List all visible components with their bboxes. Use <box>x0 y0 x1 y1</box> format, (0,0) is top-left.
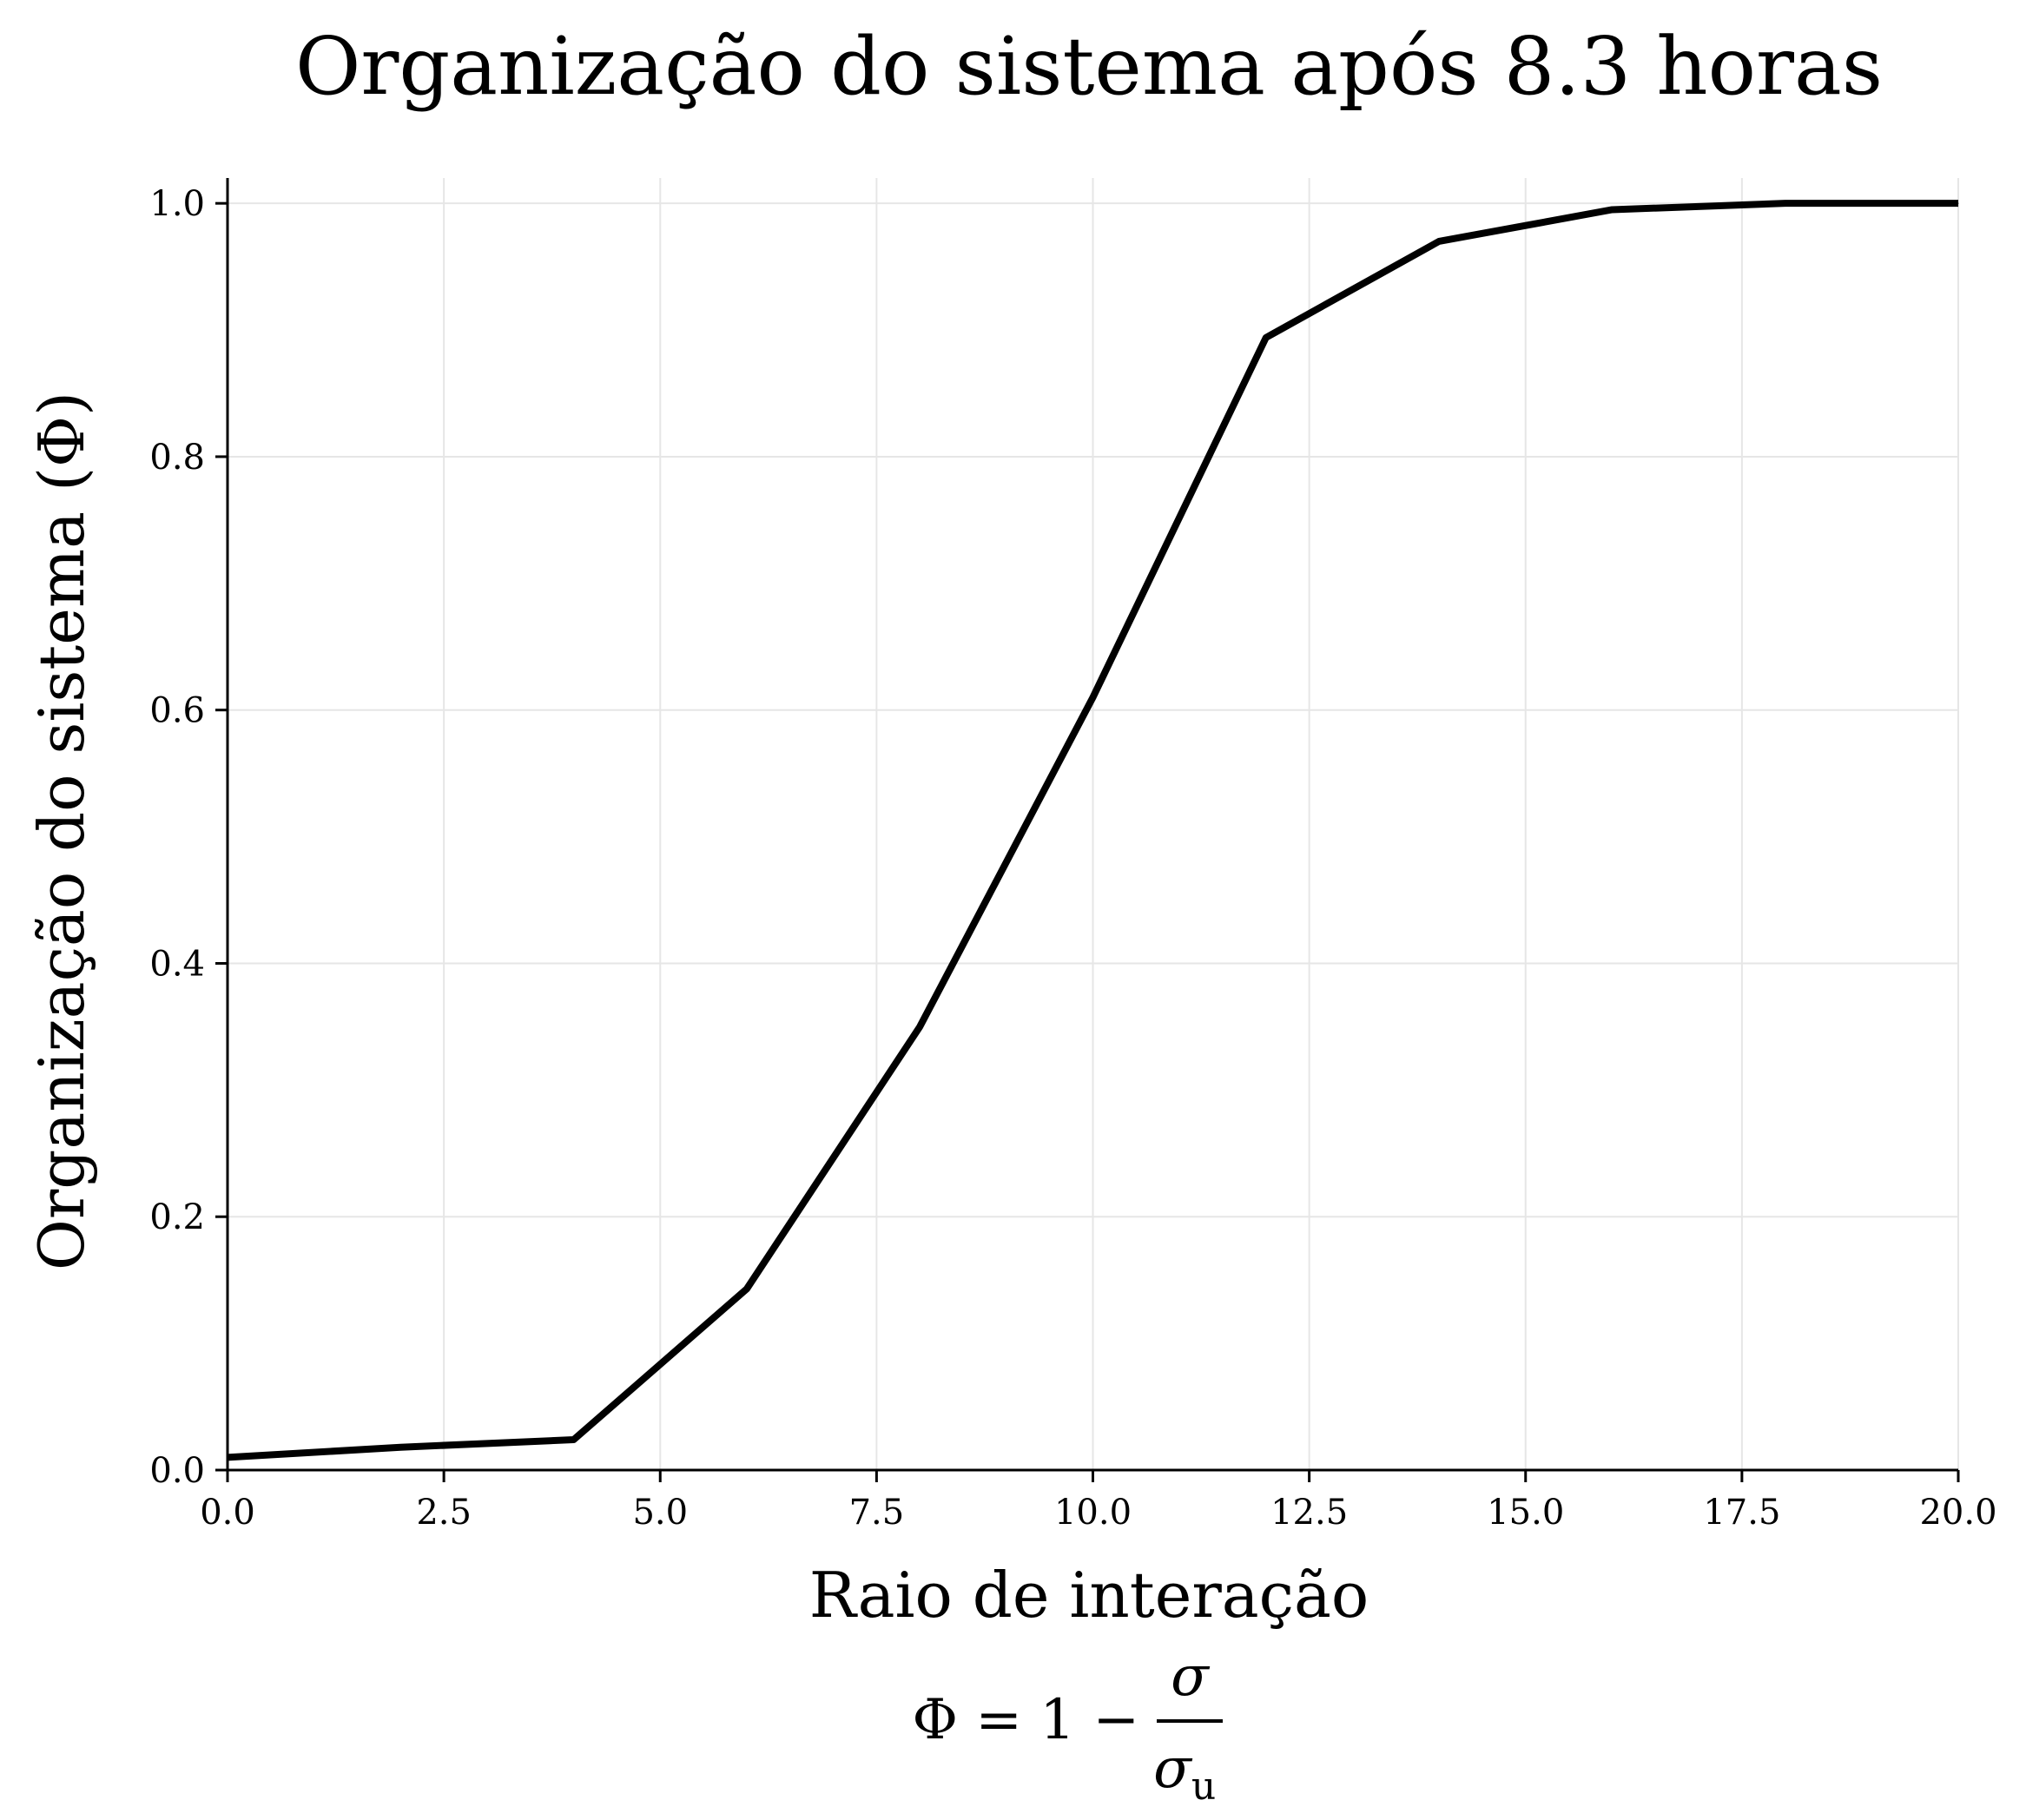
data-point <box>573 1439 575 1441</box>
x-tick-label: 2.5 <box>416 1493 472 1533</box>
data-point <box>1957 202 1959 204</box>
x-tick-label: 10.0 <box>1054 1493 1132 1533</box>
data-point <box>1092 696 1093 698</box>
formula-lhs: Φ = 1 − <box>913 1688 1139 1752</box>
x-tick-label: 17.5 <box>1703 1493 1780 1533</box>
y-tick-label: 0.2 <box>149 1197 205 1237</box>
y-ticks: 0.0 0.2 0.4 0.6 0.8 1.0 <box>149 184 228 1491</box>
y-tick-label: 0.4 <box>149 944 205 984</box>
formula-denominator-subscript: u <box>1191 1764 1216 1809</box>
series <box>227 200 1959 1461</box>
y-tick-label: 0.6 <box>149 691 205 731</box>
formula-numerator: σ <box>1171 1645 1211 1709</box>
formula: Φ = 1 − σ σ u <box>913 1645 1223 1809</box>
data-point <box>1611 208 1613 210</box>
x-tick-label: 12.5 <box>1270 1493 1348 1533</box>
x-tick-label: 15.0 <box>1487 1493 1564 1533</box>
formula-denominator: σ <box>1153 1737 1193 1801</box>
x-tick-label: 7.5 <box>849 1493 905 1533</box>
y-tick-label: 0.0 <box>149 1451 205 1491</box>
y-tick-label: 1.0 <box>149 184 205 224</box>
grid <box>227 178 1959 1471</box>
x-axis-label: Raio de interação <box>809 1559 1369 1632</box>
y-axis-label: Organização do sistema (Φ) <box>25 392 98 1270</box>
data-point <box>1265 337 1267 339</box>
x-tick-label: 0.0 <box>200 1493 255 1533</box>
x-tick-label: 20.0 <box>1919 1493 1996 1533</box>
chart-title: Organização do sistema após 8.3 horas <box>295 20 1883 113</box>
data-point <box>919 1025 921 1027</box>
y-tick-label: 0.8 <box>149 438 205 478</box>
x-tick-label: 5.0 <box>632 1493 688 1533</box>
x-ticks: 0.0 2.5 5.0 7.5 10.0 12.5 15.0 17.5 20.0 <box>200 1470 1997 1533</box>
